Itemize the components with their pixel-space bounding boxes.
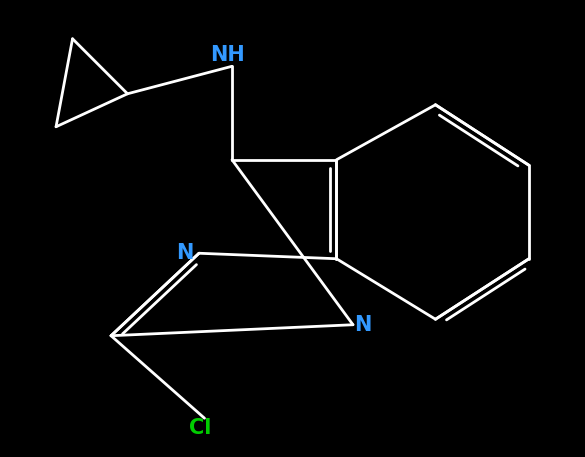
Text: N: N xyxy=(354,315,371,335)
Text: N: N xyxy=(176,243,194,263)
Text: NH: NH xyxy=(210,45,245,65)
Text: Cl: Cl xyxy=(188,418,211,437)
